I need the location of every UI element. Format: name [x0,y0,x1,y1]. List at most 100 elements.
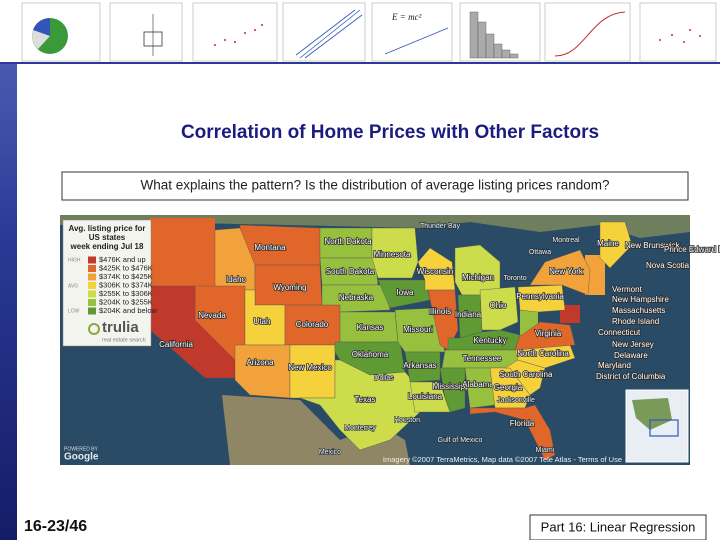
place-label: Connecticut [598,328,641,337]
google-logo: Google [64,452,99,463]
legend-title: week ending Jul 18 [70,242,144,251]
state-label: Iowa [397,288,414,297]
slide-title: Correlation of Home Prices with Other Fa… [181,122,599,143]
state-label: Wisconsin [417,267,453,276]
map-credit: Imagery ©2007 TerraMetrics, Map data ©20… [383,455,622,464]
state-label: Oklahoma [352,350,389,359]
place-label: Vermont [612,285,643,294]
subtitle-box [61,171,689,201]
state-label: Louisiana [408,392,443,401]
legend-title: Avg. listing price for [68,224,145,233]
state-label: Illinois [429,307,451,316]
state-label: South Dakota [326,267,375,276]
thumbnail [192,2,278,62]
thumbnail-formula: E = mc² [391,12,422,22]
legend-swatch [88,273,96,281]
state-label: Minnesota [374,250,411,259]
thumbnail-points [214,24,263,46]
state-label: South Carolina [500,370,553,379]
state [479,286,519,331]
place-label: Miami [536,447,555,454]
thumbnail-line [384,27,449,55]
thumbnail [544,2,631,62]
canada-land [60,215,690,238]
state-label: Arizona [246,358,274,367]
state-label: Florida [510,419,535,428]
brand-icon [88,323,100,335]
state-label: Virginia [535,329,562,338]
place-label: Jacksonville [497,397,535,404]
state-label: Kentucky [474,336,507,345]
place-label: Gulf of Mexico [438,437,483,444]
state [599,221,633,269]
brand-tagline: real estate search [102,337,146,343]
state-label: Michigan [462,273,494,282]
legend-label: $476K and up [99,255,146,264]
scale-label: HIGH [68,257,81,263]
thumbnail-histogram [469,11,519,59]
place-label: Prince Edward Island [664,245,720,254]
legend-label: $425K to $476K [99,263,153,272]
state-label: New York [549,267,584,276]
place-label: New Jersey [612,340,654,349]
thumbnail-curve [554,11,626,57]
place-label: Dallas [374,375,394,382]
legend-label: $255K to $306K [99,289,153,298]
state-label: Wyoming [273,283,306,292]
place-label: District of Columbia [596,372,666,381]
state [469,404,556,461]
state [404,351,441,383]
scale-label: LOW [68,308,80,314]
legend-swatch [88,265,96,272]
state-label: California [159,340,193,349]
state-label: North Dakota [324,237,372,246]
state [517,284,566,313]
side-bar [0,64,17,540]
state [514,321,576,351]
state-label: Indiana [455,310,482,319]
scale-label: AVG [68,283,78,289]
state-label: Colorado [296,320,329,329]
state-label: Idaho [226,275,247,284]
state-label: Missouri [403,325,433,334]
map: Montana Idaho Wyoming Nevada Utah Colorado Cal… [60,215,720,465]
inset-viewport [649,419,679,437]
legend-swatch [88,299,96,306]
legend-label: $204K to $255K [99,297,153,306]
thumbnail-lines [295,9,363,59]
place-label: Maryland [598,361,631,370]
state [439,367,466,413]
legend-label: $204K and below [99,306,158,315]
state-label: Ohio [490,301,507,310]
legend-swatch [88,307,96,315]
thumbnail-pie [32,30,50,49]
legend-box [62,219,152,347]
place-label: Nova Scotia [646,261,690,270]
state-label: Alabama [462,380,494,389]
state-label: Pennsylvania [516,292,564,301]
state [585,255,605,295]
place-label: Monterrey [344,425,376,432]
thumbnail-points [659,29,701,43]
legend-title: US states [89,233,126,242]
state [150,248,215,286]
state-label: Montana [254,243,286,252]
state-label: Tennessee [463,354,502,363]
place-label: Montreal [552,237,580,244]
place-label: Massachusetts [612,306,665,315]
place-label: Houston [394,417,420,424]
place-label: Rhode Island [612,317,659,326]
inset-land [632,398,672,430]
state-label: New Mexico [288,363,332,372]
place-label: Toronto [503,275,526,282]
brand: trulia [102,319,139,336]
subtitle: What explains the pattern? Is the distri… [140,178,609,193]
state-label: Arkansas [403,361,436,370]
state-label: Nebraska [339,293,374,302]
state [371,227,419,279]
powered-by: POWERED BY [64,446,99,452]
place-label: Mexico [319,449,341,456]
